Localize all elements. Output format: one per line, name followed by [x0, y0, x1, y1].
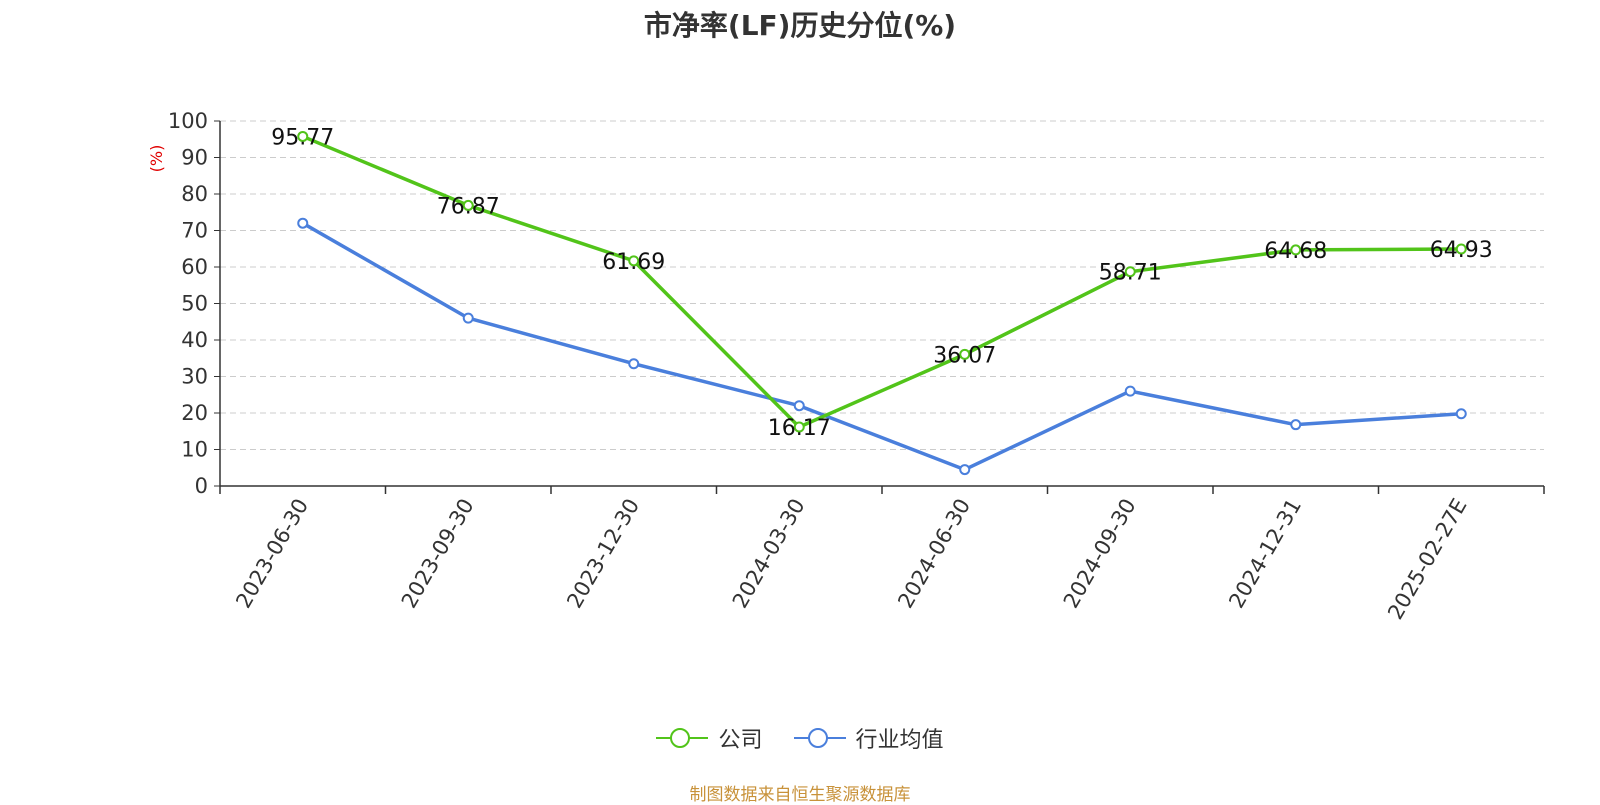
x-tick-label: 2024-09-30	[1059, 495, 1141, 613]
x-tick-label: 2024-06-30	[893, 495, 975, 613]
data-label: 76.87	[437, 194, 500, 219]
x-tick-label: 2023-09-30	[397, 495, 479, 613]
data-point-company	[1290, 244, 1302, 256]
series-line-company	[302, 134, 1462, 429]
data-label: 58.71	[1099, 261, 1162, 286]
y-tick-label: 0	[195, 474, 208, 498]
data-label: 61.69	[602, 250, 665, 275]
chart-title: 市净率(LF)历史分位(%)	[643, 9, 957, 42]
data-point-company	[628, 255, 640, 267]
data-point-industry-average	[793, 400, 805, 412]
data-point-industry-average	[628, 358, 640, 370]
data-point-industry-average	[959, 464, 971, 476]
legend-label: 公司	[718, 728, 763, 753]
data-label: 95.77	[271, 125, 334, 150]
data-label: 36.07	[933, 343, 996, 368]
legend-label: 行业均值	[855, 728, 944, 753]
x-tick-label: 2023-06-30	[231, 495, 313, 613]
x-tick-label: 2023-12-30	[562, 495, 644, 613]
legend-item-industry-average[interactable]: 行业均值	[793, 722, 944, 754]
data-point-industry-average	[462, 312, 474, 324]
data-point-industry-average	[1290, 419, 1302, 431]
data-point-company	[297, 130, 309, 142]
data-point-company	[1124, 266, 1136, 278]
y-tick-label: 60	[181, 255, 208, 279]
data-label: 64.68	[1264, 239, 1327, 264]
legend-marker-icon	[793, 728, 846, 748]
y-tick-label: 30	[181, 365, 208, 389]
y-tick-label: 80	[181, 182, 208, 206]
y-tick-label: 40	[181, 328, 208, 352]
y-tick-label: 90	[181, 146, 208, 170]
y-tick-label: 50	[181, 292, 208, 316]
legend-item-company[interactable]: 公司	[656, 722, 763, 754]
y-tick-label: 10	[181, 438, 208, 462]
x-tick-label: 2024-03-30	[728, 495, 810, 613]
series-line-industry-average	[301, 221, 1462, 472]
data-point-company	[462, 199, 474, 211]
x-tick-label: 2024-12-31	[1224, 495, 1306, 613]
legend-marker-icon	[656, 728, 709, 748]
x-tick-label: 2025-02-27E	[1383, 495, 1471, 624]
data-point-industry-average	[297, 217, 309, 229]
data-point-company	[793, 421, 805, 433]
data-label: 64.93	[1430, 238, 1493, 263]
y-tick-label: 100	[168, 109, 208, 133]
legend: 公司 行业均值	[0, 722, 1600, 754]
data-label: 16.17	[768, 416, 831, 441]
data-point-industry-average	[1455, 408, 1467, 420]
data-point-industry-average	[1124, 385, 1136, 397]
source-footer: 制图数据来自恒生聚源数据库	[689, 785, 911, 805]
data-point-company	[1455, 243, 1467, 255]
y-axis-label: (%)	[147, 145, 166, 173]
data-point-company	[959, 348, 971, 360]
y-tick-label: 20	[181, 401, 208, 425]
y-tick-label: 70	[181, 219, 208, 243]
